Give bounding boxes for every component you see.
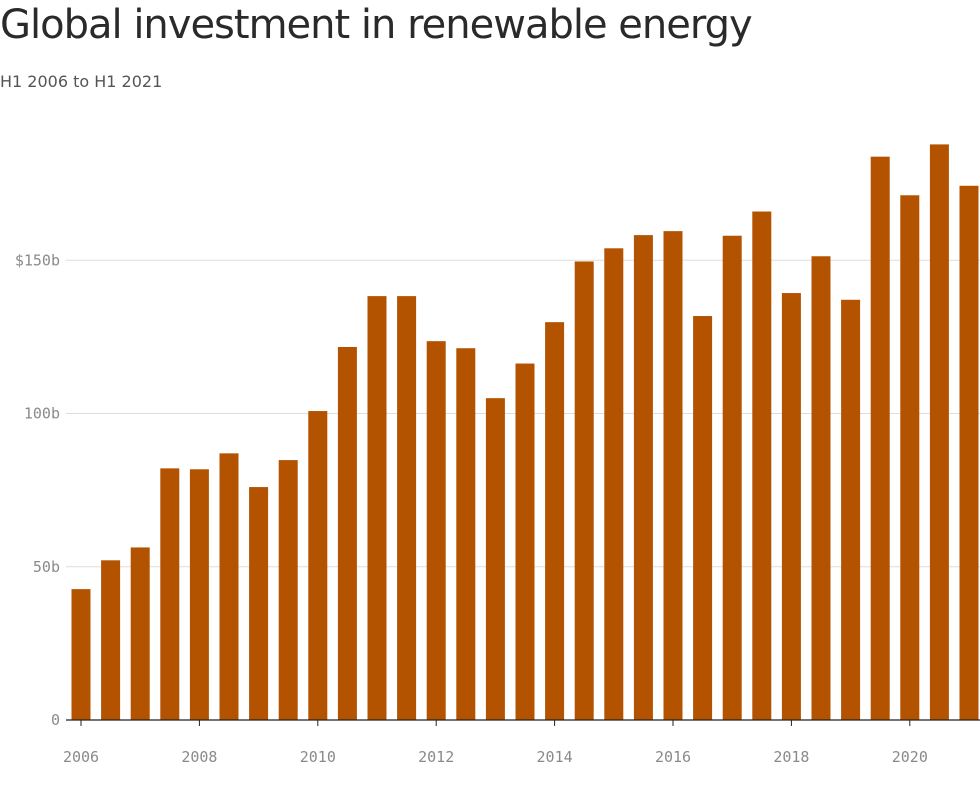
y-tick-label: 50b xyxy=(33,558,60,576)
chart-title: Global investment in renewable energy xyxy=(0,2,753,48)
bar xyxy=(249,487,269,720)
bar xyxy=(101,560,121,720)
bar xyxy=(219,453,239,720)
y-axis-labels: 0 50b 100b $150b xyxy=(15,251,60,729)
chart-subtitle: H1 2006 to H1 2021 xyxy=(0,72,163,91)
bar xyxy=(130,547,150,720)
bar xyxy=(397,296,417,720)
bar xyxy=(485,398,505,720)
bar xyxy=(515,363,535,720)
bar xyxy=(545,322,565,720)
bar xyxy=(870,156,890,720)
x-tick-label: 2006 xyxy=(63,748,99,766)
bar xyxy=(189,469,209,720)
bar xyxy=(781,293,801,720)
bar xyxy=(308,411,328,720)
x-axis-labels: 2006 2008 2010 2012 2014 2016 2018 2020 xyxy=(63,748,928,766)
x-tick-label: 2020 xyxy=(892,748,928,766)
x-tick-label: 2016 xyxy=(655,748,691,766)
bar xyxy=(752,211,772,721)
x-tick-label: 2018 xyxy=(773,748,809,766)
bar xyxy=(722,235,742,721)
bar xyxy=(71,589,91,720)
x-tick-label: 2010 xyxy=(300,748,336,766)
bar xyxy=(900,195,920,721)
bar xyxy=(841,299,861,720)
bar xyxy=(959,185,979,720)
x-tick-label: 2012 xyxy=(418,748,454,766)
bars xyxy=(71,144,979,721)
x-tick-label: 2014 xyxy=(537,748,573,766)
x-axis-ticks xyxy=(80,720,911,726)
x-tick-label: 2008 xyxy=(181,748,217,766)
bar xyxy=(663,231,683,720)
bar xyxy=(426,341,446,720)
bar xyxy=(456,348,476,720)
bar xyxy=(633,235,653,720)
bar xyxy=(929,144,949,720)
y-tick-label: $150b xyxy=(15,251,60,269)
bar xyxy=(278,460,298,720)
bar xyxy=(693,316,713,720)
bar xyxy=(574,261,594,720)
bar xyxy=(367,296,387,720)
bar xyxy=(811,256,831,720)
y-tick-label: 100b xyxy=(24,405,60,423)
bar xyxy=(160,468,180,720)
bar xyxy=(337,346,357,720)
y-tick-label: 0 xyxy=(51,711,60,729)
bar xyxy=(604,248,624,720)
